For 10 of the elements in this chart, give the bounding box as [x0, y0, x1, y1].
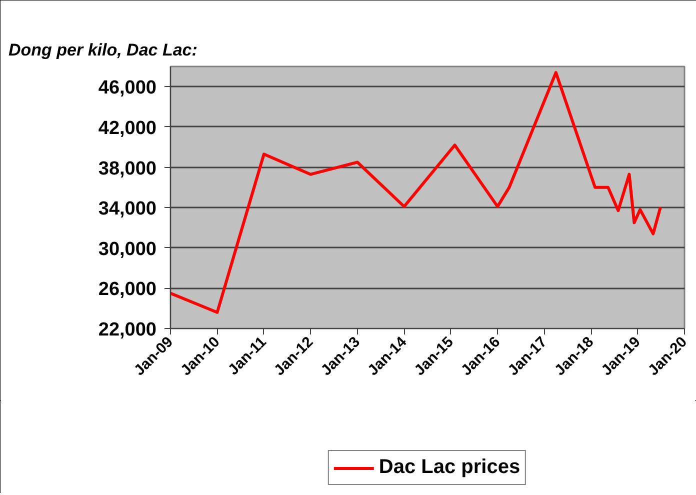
line-series	[170, 71, 662, 314]
y-tick-label: 38,000	[98, 158, 157, 180]
y-tick-label: 26,000	[98, 279, 157, 300]
legend-label: Dac Lac prices	[378, 456, 520, 479]
chart-title: Dong per kilo, Dac Lac:	[8, 40, 198, 60]
y-tick-label: 46,000	[98, 78, 157, 99]
y-tick-label: 34,000	[98, 198, 157, 220]
y-tick-label: 22,000	[98, 320, 157, 340]
y-tick-label: 42,000	[98, 118, 157, 139]
y-tick-label: 30,000	[98, 238, 157, 260]
